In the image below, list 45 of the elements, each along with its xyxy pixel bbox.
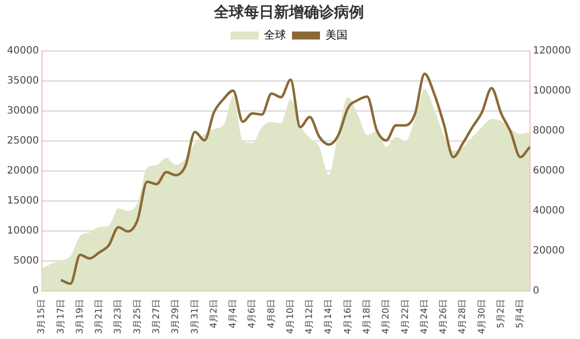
y-tick-label: 30000 bbox=[7, 106, 39, 117]
x-tick-label: 4月16日 bbox=[343, 298, 354, 334]
y-tick-label: 25000 bbox=[7, 136, 39, 147]
chart-title: 全球每日新增确诊病例 bbox=[213, 2, 364, 21]
x-tick-label: 3月17日 bbox=[56, 298, 66, 334]
y2-tick-label: 100000 bbox=[532, 86, 572, 97]
y2-tick-label: 60000 bbox=[532, 166, 565, 177]
x-tick-label: 3月29日 bbox=[171, 298, 182, 334]
x-tick-label: 4月2日 bbox=[209, 298, 220, 328]
legend-label: 美国 bbox=[326, 28, 348, 42]
y-tick-label: 15000 bbox=[7, 195, 39, 206]
y-tick-label: 35000 bbox=[7, 76, 39, 87]
x-tick-label: 3月19日 bbox=[75, 298, 86, 334]
y-tick-label: 20000 bbox=[7, 166, 39, 177]
x-tick-label: 4月10日 bbox=[286, 298, 296, 334]
y2-tick-label: 120000 bbox=[532, 46, 572, 57]
y-tick-label: 10000 bbox=[7, 225, 39, 236]
y-tick-label: 40000 bbox=[7, 46, 39, 57]
x-tick-label: 3月21日 bbox=[94, 298, 105, 334]
x-tick-label: 4月18日 bbox=[362, 298, 372, 334]
y2-tick-label: 0 bbox=[532, 285, 540, 296]
x-tick-label: 4月28日 bbox=[458, 298, 468, 334]
x-tick-label: 3月27日 bbox=[152, 298, 162, 334]
legend-label: 全球 bbox=[264, 28, 286, 42]
y2-tick-label: 20000 bbox=[532, 245, 565, 256]
x-tick-label: 4月4日 bbox=[228, 298, 239, 328]
x-tick-label: 4月26日 bbox=[439, 298, 450, 334]
x-tick-label: 4月14日 bbox=[324, 298, 334, 334]
x-tick-label: 4月12日 bbox=[305, 298, 316, 334]
x-tick-label: 4月30日 bbox=[477, 298, 488, 334]
x-tick-label: 3月31日 bbox=[190, 298, 200, 334]
y2-tick-label: 80000 bbox=[532, 126, 565, 137]
y-tick-label: 0 bbox=[32, 285, 39, 296]
x-tick-label: 4月6日 bbox=[248, 298, 258, 328]
x-tick-label: 4月22日 bbox=[400, 298, 411, 334]
x-tick-label: 3月25日 bbox=[132, 298, 143, 334]
y2-tick-label: 40000 bbox=[532, 205, 565, 216]
x-tick-label: 4月20日 bbox=[382, 298, 392, 334]
x-tick-label: 5月4日 bbox=[516, 298, 526, 328]
x-tick-label: 3月15日 bbox=[37, 298, 48, 334]
x-tick-label: 5月2日 bbox=[496, 298, 506, 328]
x-tick-label: 4月24日 bbox=[420, 298, 430, 334]
x-tick-label: 4月8日 bbox=[266, 298, 277, 328]
y-tick-label: 5000 bbox=[13, 255, 39, 266]
x-tick-label: 3月23日 bbox=[114, 298, 124, 334]
